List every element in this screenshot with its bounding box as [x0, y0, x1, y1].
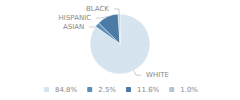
svg-text:11.6%: 11.6% — [137, 86, 160, 94]
svg-text:WHITE: WHITE — [146, 71, 169, 79]
svg-text:1.0%: 1.0% — [180, 86, 198, 94]
svg-text:HISPANIC: HISPANIC — [59, 14, 92, 22]
svg-text:ASIAN: ASIAN — [63, 23, 84, 31]
svg-text:BLACK: BLACK — [86, 5, 109, 13]
svg-text:84.8%: 84.8% — [55, 86, 78, 94]
svg-text:2.5%: 2.5% — [98, 86, 116, 94]
